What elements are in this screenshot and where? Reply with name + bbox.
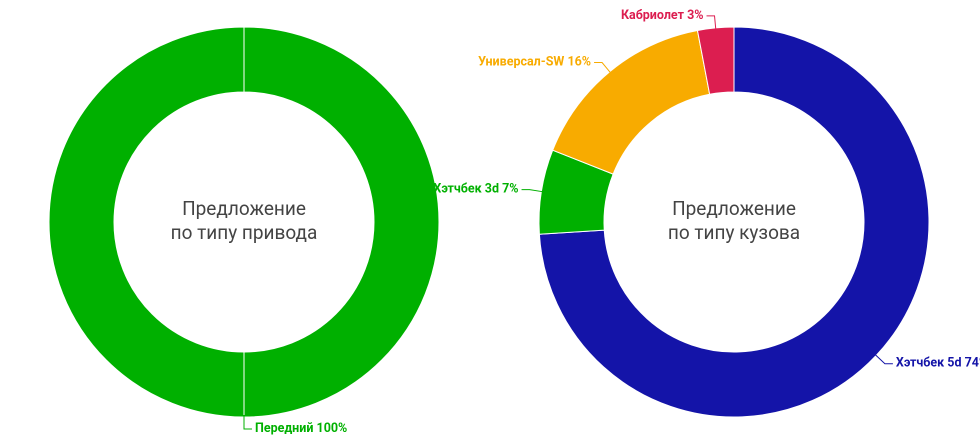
slice-name: Передний [255, 421, 313, 436]
leader-line [594, 62, 612, 74]
slice-name: Универсал-SW [478, 55, 564, 70]
slice-label: Передний 100% [255, 421, 347, 436]
center-title: по типу кузова [668, 221, 800, 244]
slice-value: 100% [317, 421, 348, 436]
donut-slice [552, 29, 711, 175]
slice-label: Хэтчбек 3d 7% [433, 182, 518, 197]
slice-name: Хэтчбек 3d [433, 182, 499, 197]
donut-slice [696, 26, 735, 95]
slice-value: 74% [965, 356, 980, 371]
slice-label: Кабриолет 3% [621, 8, 704, 23]
center-title: Предложение [182, 197, 306, 220]
slice-name: Хэтчбек 5d [896, 356, 962, 371]
leader-line [706, 15, 717, 30]
donut-slice [48, 26, 440, 418]
slice-name: Кабриолет [621, 8, 685, 23]
slice-value: 3% [687, 8, 703, 23]
leader-line [521, 189, 544, 193]
slice-value: 16% [567, 55, 591, 70]
leader-line [243, 415, 252, 430]
slice-label: Хэтчбек 5d 74% [896, 356, 980, 371]
leader-line [874, 353, 893, 365]
donut-slice [538, 26, 930, 418]
center-title: по типу привода [171, 221, 318, 244]
center-title: Предложение [672, 197, 796, 220]
slice-value: 7% [502, 182, 518, 197]
slice-label: Универсал-SW 16% [478, 55, 591, 70]
